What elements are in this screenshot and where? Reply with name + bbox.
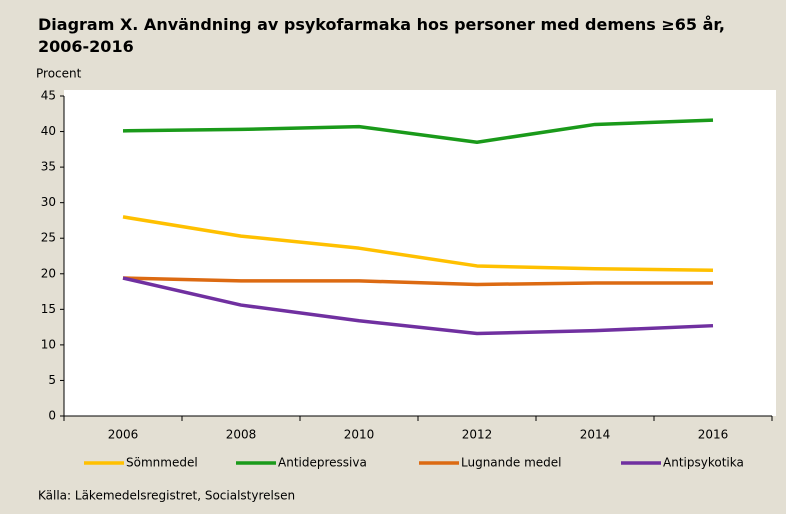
source: Källa: Läkemedelsregistret, Socialstyrel… [38, 489, 295, 503]
y-tick-label: 35 [41, 160, 56, 174]
x-tick-label: 2014 [580, 428, 611, 442]
legend-label: Sömnmedel [126, 456, 198, 470]
y-tick-label: 0 [48, 409, 56, 423]
series-line [122, 276, 714, 336]
y-tick-label: 10 [41, 337, 56, 351]
x-tick-label: 2008 [226, 428, 257, 442]
chart-title: Diagram X. Användning av psykofarmaka ho… [38, 15, 725, 56]
y-tick-label: 15 [41, 302, 56, 316]
legend-label: Antipsykotika [663, 456, 744, 470]
series-line [122, 215, 714, 272]
legend-label: Antidepressiva [278, 456, 367, 470]
series-line [122, 276, 713, 287]
x-tick-label: 2016 [698, 428, 729, 442]
y-tick-label: 5 [48, 373, 56, 387]
x-tick-label: 2006 [108, 428, 139, 442]
plot-area [64, 90, 776, 416]
y-tick-label: 20 [41, 266, 56, 280]
x-tick-label: 2012 [462, 428, 493, 442]
series-line [122, 118, 714, 144]
legend-label: Lugnande medel [461, 456, 561, 470]
y-tick-label: 30 [41, 195, 56, 209]
y-tick-label: 25 [41, 231, 56, 245]
y-tick-label: 40 [41, 124, 56, 138]
y-tick-label: 45 [41, 89, 56, 103]
x-tick-label: 2010 [344, 428, 375, 442]
y-axis-label: Procent [36, 67, 82, 81]
